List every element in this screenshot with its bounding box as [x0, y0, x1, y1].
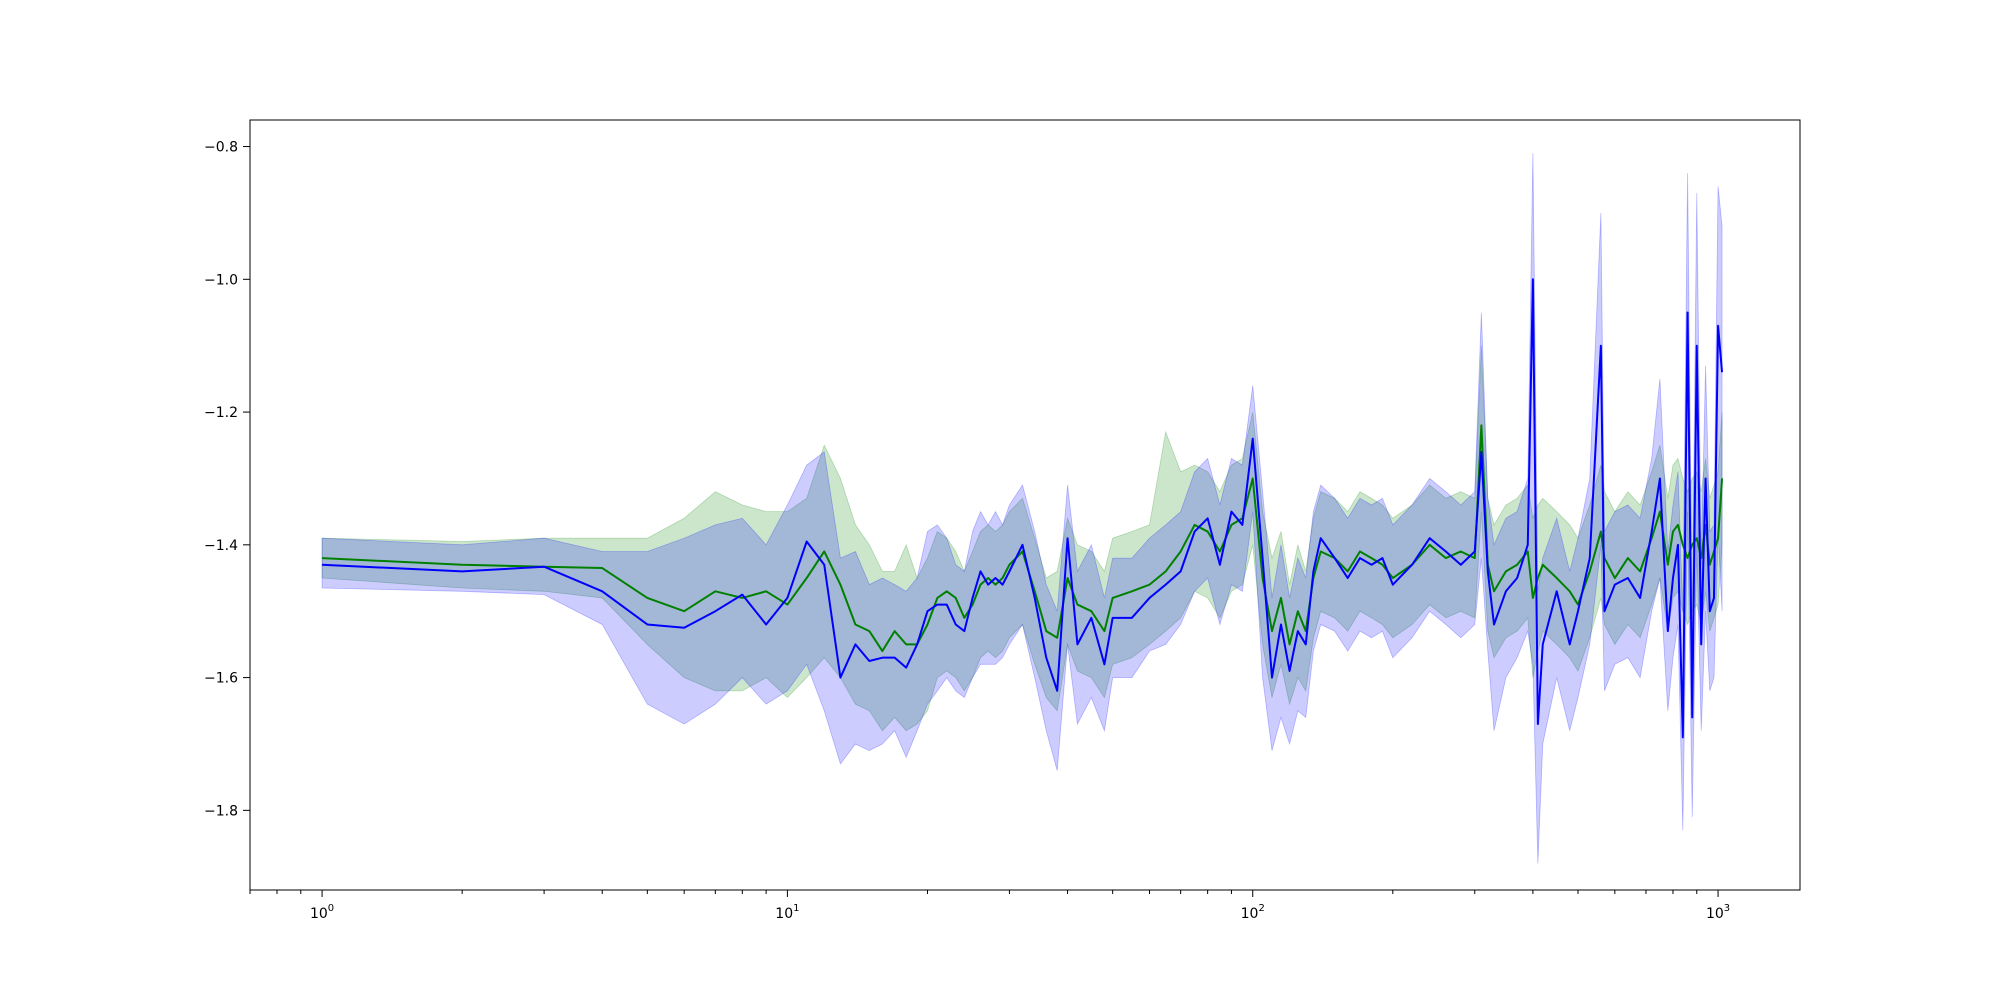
y-tick-label: −1.0	[204, 272, 238, 288]
y-tick-label: −1.4	[204, 538, 238, 554]
plot-frame	[249, 119, 1801, 891]
x-tick-label: 103	[1706, 903, 1730, 922]
series-0-line	[322, 424, 1724, 653]
series-1-band	[321, 153, 1723, 864]
series-1-line	[322, 278, 1724, 739]
y-axis: −0.8 −1.0 −1.2 −1.4 −1.6 −1.8	[204, 140, 250, 819]
x-tick-label: 100	[310, 903, 334, 922]
y-tick-label: −1.8	[204, 803, 238, 819]
series-0-band	[321, 345, 1723, 732]
x-axis: 100 101 102 103	[249, 890, 1730, 922]
x-tick-label: 102	[1241, 903, 1265, 922]
x-tick-label: 101	[775, 903, 799, 922]
series-lines	[322, 278, 1724, 739]
y-tick-label: −1.6	[204, 671, 238, 687]
y-tick-label: −0.8	[204, 140, 238, 156]
confidence-bands	[321, 153, 1723, 864]
y-tick-label: −1.2	[204, 405, 238, 421]
